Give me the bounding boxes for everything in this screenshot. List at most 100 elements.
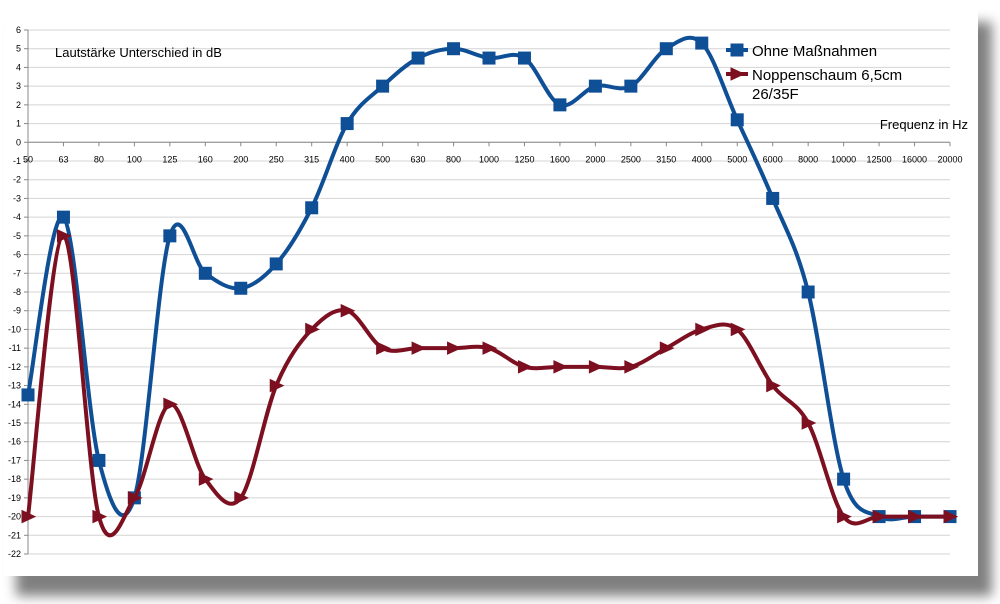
data-point-triangle [447,341,462,355]
x-tick-label: 2500 [621,154,641,164]
data-point-square [766,191,780,205]
data-point-triangle [21,509,37,524]
chart-card [4,4,978,576]
y-tick-label: 1 [16,119,21,129]
y-axis: 6 5 4 3 2 1 0 -1 -2 -3 -4 -5 -6 -7 -8 -9 -10 -11 -12 -13 -14… [8,25,29,559]
y-tick-label: -1 [13,156,21,166]
data-point-square [517,51,531,65]
data-point-triangle [269,378,285,393]
data-point-triangle [659,341,675,355]
y-tick-label: -19 [8,493,21,503]
x-tick-label: 500 [375,154,390,164]
y-tick-label: 3 [16,81,21,91]
data-point-triangle [163,397,179,412]
x-tick-label: 100 [127,154,142,164]
y-tick-label: 6 [16,25,21,35]
data-point-square [269,257,283,271]
x-tick-label: 50 [23,154,33,164]
data-point-triangle [234,491,249,505]
data-point-square [588,79,602,93]
legend-label-noppenschaum: Noppenschaum 6,5cm 26/35F [752,67,902,103]
y-tick-label: -14 [8,399,21,409]
y-tick-label: -5 [13,231,21,241]
series-line [26,35,950,522]
x-tick-label: 2000 [585,154,605,164]
legend-marker-triangle [730,67,746,81]
legend-marker-square [730,43,744,57]
x-tick-label: 250 [269,154,284,164]
x-tick-label: 315 [304,154,319,164]
data-point-triangle [624,360,640,374]
data-point-square [837,472,851,486]
x-tick-label: 8000 [798,154,818,164]
y-tick-label: -18 [8,474,21,484]
legend: Ohne Maßnahmen Noppenschaum 6,5cm 26/35F [726,43,902,103]
data-point-square [92,453,106,467]
data-point-square [56,210,70,224]
legend-label-line2: 26/35F [752,86,799,103]
x-tick-label: 160 [198,154,213,164]
series-noppenschaum [21,229,959,538]
x-tick-label: 4000 [692,154,712,164]
y-tick-label: -22 [8,549,21,559]
data-point-triangle [376,341,391,355]
data-point-square [234,281,248,295]
data-point-square [447,42,461,56]
x-tick-label: 12500 [867,154,892,164]
y-tick-label: -8 [13,287,21,297]
legend-label-line1: Noppenschaum 6,5cm [752,67,902,84]
data-point-triangle [127,491,143,505]
y-tick-label: -6 [13,250,21,260]
y-tick-label: -21 [8,530,21,540]
data-point-triangle [92,509,108,524]
y-tick-label: -9 [13,306,21,316]
data-point-square [163,229,177,243]
x-tick-label: 630 [411,154,426,164]
x-tick-label: 1000 [479,154,499,164]
series-ohne-massnahmen [21,35,957,524]
x-axis: 50 63 80 100 125 160 200 250 315 400 500 630 800 1000… [23,141,963,164]
x-tick-label: 5000 [727,154,747,164]
y-tick-label: 2 [16,100,21,110]
data-point-square [411,51,425,65]
data-point-triangle [730,322,746,337]
data-point-triangle [340,303,356,318]
y-tick-label: 5 [16,44,21,54]
legend-label-ohne: Ohne Maßnahmen [752,43,877,60]
data-point-square [730,113,744,127]
x-tick-label: 6000 [763,154,783,164]
chart-annotation: Lautstärke Unterschied in dB [55,45,222,60]
y-tick-label: -10 [8,324,21,334]
data-point-triangle [517,360,533,374]
data-point-triangle [766,378,781,393]
x-tick-label: 20000 [937,154,962,164]
y-tick-label: -16 [8,437,21,447]
data-point-square [553,98,567,112]
y-tick-label: -3 [13,193,21,203]
data-point-square [482,51,496,65]
data-point-triangle [553,360,569,374]
x-tick-label: 1600 [550,154,570,164]
data-point-triangle [198,472,214,486]
y-tick-label: -7 [13,268,21,278]
data-point-triangle [837,509,852,524]
data-point-triangle [411,341,427,355]
x-tick-label: 200 [233,154,248,164]
x-tick-label: 80 [94,154,104,164]
y-tick-label: -17 [8,455,21,465]
x-tick-label: 16000 [902,154,927,164]
data-point-triangle [588,360,604,374]
data-point-square [376,79,390,93]
x-tick-label: 63 [58,154,68,164]
y-tick-label: -15 [8,418,21,428]
y-tick-label: 4 [16,62,21,72]
x-tick-label: 400 [340,154,355,164]
y-tick-label: -11 [9,343,21,353]
y-tick-label: -4 [13,212,21,222]
data-point-triangle [801,416,817,430]
y-tick-label: -2 [13,175,21,185]
x-tick-label: 3150 [656,154,676,164]
data-point-triangle [872,509,888,524]
